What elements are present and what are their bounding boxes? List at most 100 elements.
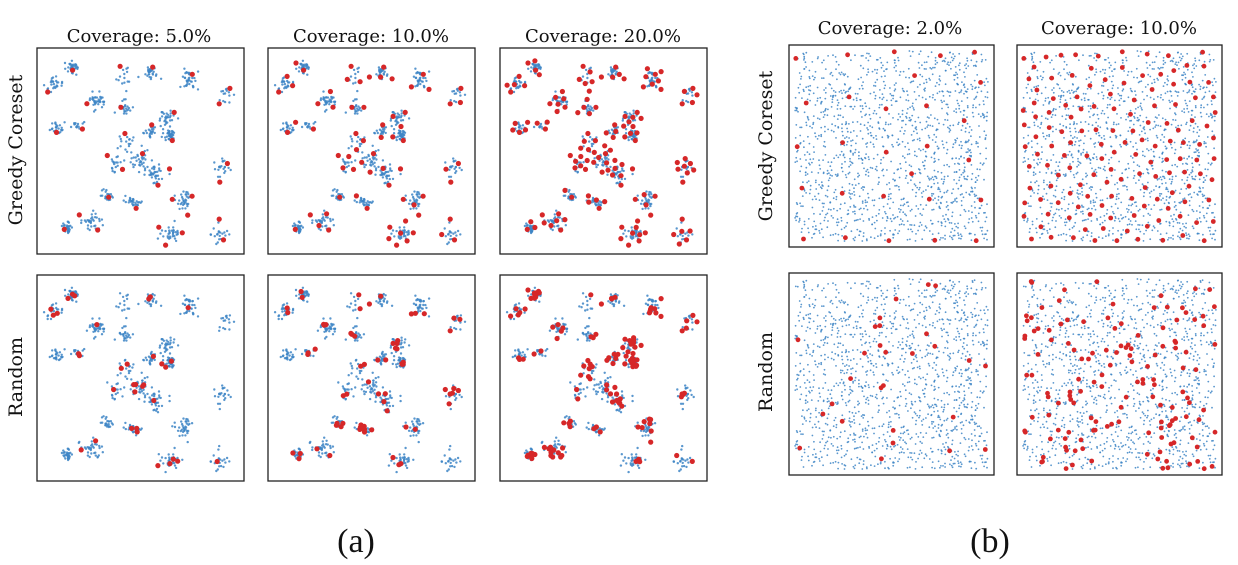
data-point [137, 75, 140, 79]
data-point [119, 372, 122, 375]
data-point [595, 363, 598, 366]
data-point [161, 355, 165, 358]
selected-point [169, 137, 175, 144]
data-point [128, 196, 132, 200]
data-point [402, 134, 405, 137]
data-point [219, 464, 223, 468]
data-point [622, 351, 625, 355]
data-point [921, 161, 924, 164]
data-point [588, 107, 591, 110]
data-point [631, 394, 634, 398]
data-point [116, 164, 119, 167]
data-point [681, 234, 684, 238]
data-point [401, 119, 405, 122]
data-point [56, 351, 59, 355]
data-point [218, 465, 221, 468]
data-point [126, 66, 129, 70]
data-point [420, 307, 423, 310]
data-point [812, 158, 815, 160]
data-point [137, 385, 141, 388]
data-point [157, 177, 160, 181]
data-point [395, 138, 398, 142]
data-point [185, 71, 188, 74]
data-point [228, 233, 231, 236]
data-point [454, 231, 457, 234]
data-point [867, 68, 869, 71]
data-point [805, 124, 808, 127]
selected-point [122, 130, 128, 137]
data-point [634, 235, 637, 238]
data-point [523, 311, 526, 314]
data-point [894, 88, 897, 91]
data-point [325, 451, 328, 454]
data-point [88, 455, 91, 459]
data-point [403, 226, 406, 229]
data-point [688, 456, 692, 460]
data-point [587, 325, 590, 328]
data-point [455, 234, 458, 237]
data-point [418, 299, 422, 303]
selected-point [684, 318, 690, 324]
data-point [286, 358, 289, 361]
data-point [593, 157, 596, 160]
data-point [60, 224, 64, 228]
data-point [947, 126, 949, 129]
data-point [565, 330, 568, 333]
data-point [623, 111, 626, 114]
data-point [341, 158, 345, 161]
data-point [455, 397, 458, 400]
data-point [65, 224, 69, 227]
data-point [521, 351, 525, 354]
data-point [587, 104, 590, 107]
data-point [818, 164, 821, 167]
selected-point [516, 355, 522, 361]
data-point [369, 388, 372, 391]
data-point [131, 202, 134, 206]
data-point [216, 175, 220, 178]
data-point [121, 326, 124, 330]
data-point [293, 222, 296, 225]
data-point [521, 124, 525, 127]
data-point [407, 344, 411, 347]
selected-point [284, 129, 291, 135]
data-point [57, 354, 60, 357]
data-point [81, 122, 84, 125]
data-point [161, 359, 165, 362]
data-point [687, 461, 690, 464]
data-point [351, 140, 354, 143]
data-point [586, 308, 589, 311]
data-point [123, 159, 126, 162]
data-point [226, 389, 229, 392]
data-point [681, 238, 684, 241]
data-point [137, 170, 141, 174]
data-point [123, 303, 126, 307]
data-point [59, 358, 62, 361]
data-point [365, 203, 368, 207]
data-point [582, 161, 585, 164]
data-point [186, 440, 189, 444]
data-point [385, 74, 389, 78]
data-point [153, 131, 156, 135]
data-point [555, 209, 558, 212]
data-point [355, 331, 358, 334]
data-point [125, 150, 129, 153]
data-point [329, 217, 332, 221]
data-point [123, 299, 126, 303]
selected-point [561, 420, 567, 426]
panel-a-greedy-coreset-1 [36, 47, 245, 255]
selected-point [525, 119, 531, 125]
selected-point [290, 83, 296, 89]
data-point [381, 386, 385, 389]
data-point [184, 434, 187, 437]
data-point [304, 349, 307, 352]
data-point [160, 135, 163, 139]
data-point [158, 117, 162, 120]
selected-point [580, 63, 586, 69]
data-point [171, 233, 175, 236]
data-point [417, 308, 420, 311]
data-point [360, 336, 363, 339]
data-point [415, 207, 418, 210]
data-point [183, 294, 186, 297]
data-point [680, 448, 683, 451]
data-point [186, 81, 189, 84]
